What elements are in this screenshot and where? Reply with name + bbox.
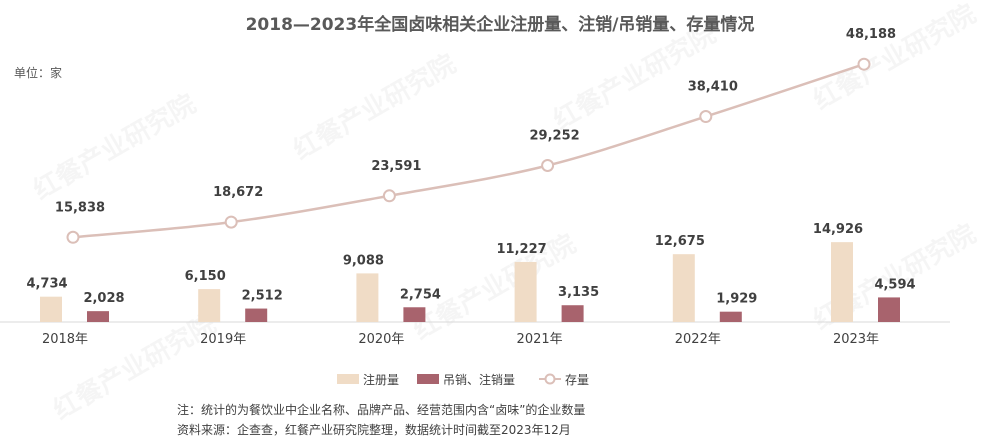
source-text: 资料来源：企查查，红餐产业研究院整理，数据统计时间截至2023年12月 — [177, 422, 571, 437]
data-label-stock: 48,188 — [846, 27, 896, 42]
data-label-stock: 29,252 — [530, 129, 580, 144]
bar-registrations — [831, 242, 853, 322]
x-tick-label: 2021年 — [517, 332, 563, 347]
legend-swatch-registrations — [337, 374, 359, 384]
legend-swatch-cancellations — [417, 374, 439, 384]
stock-point — [224, 215, 238, 229]
bar-registrations — [514, 261, 537, 322]
watermark-text: 红餐产业研究院 — [288, 48, 461, 166]
chart-marks: 4,734 2,028 2018年 6,150 2,512 2019年 9,088 2,754… — [26, 27, 915, 347]
data-label-stock: 23,591 — [371, 159, 421, 174]
bar-registrations — [356, 273, 379, 322]
x-tick-label: 2022年 — [675, 332, 721, 347]
bar-cancellations — [878, 297, 900, 322]
unit-label: 单位：家 — [14, 65, 62, 80]
data-label-cancellations: 1,929 — [716, 292, 757, 307]
stock-point — [66, 230, 80, 244]
bar-cancellations — [403, 307, 426, 322]
stock-point — [541, 159, 555, 173]
data-label-registrations: 14,926 — [813, 222, 863, 237]
data-label-registrations: 4,734 — [26, 277, 67, 292]
data-label-cancellations: 2,028 — [83, 291, 124, 306]
stock-point — [699, 110, 713, 124]
data-label-registrations: 9,088 — [343, 253, 384, 268]
data-label-cancellations: 4,594 — [874, 277, 915, 292]
note-text: 注：统计的为餐饮业中企业名称、品牌产品、经营范围内含“卤味”的企业数量 — [177, 402, 585, 417]
data-label-registrations: 6,150 — [185, 269, 226, 284]
legend: 注册量 吊销、注销量 存量 — [337, 372, 589, 387]
x-tick-label: 2023年 — [833, 332, 879, 347]
data-label-cancellations: 2,754 — [400, 287, 441, 302]
bar-cancellations — [561, 305, 584, 322]
data-label-cancellations: 3,135 — [558, 285, 599, 300]
watermark-layer: 红餐产业研究院红餐产业研究院红餐产业研究院红餐产业研究院红餐产业研究院红餐产业研… — [28, 0, 981, 426]
bar-cancellations — [719, 311, 742, 322]
data-label-registrations: 12,675 — [655, 234, 705, 249]
legend-label-cancellations: 吊销、注销量 — [443, 372, 515, 387]
legend-label-registrations: 注册量 — [363, 372, 399, 387]
bar-cancellations — [245, 308, 268, 322]
data-label-cancellations: 2,512 — [242, 289, 283, 304]
bar-registrations — [198, 289, 221, 322]
stock-line — [72, 63, 865, 239]
watermark-text: 红餐产业研究院 — [548, 18, 721, 136]
chart-title: 2018—2023年全国卤味相关企业注册量、注销/吊销量、存量情况 — [246, 14, 755, 35]
data-label-stock: 18,672 — [213, 185, 263, 200]
legend-marker-stock — [544, 373, 556, 385]
bar-registrations — [672, 254, 695, 322]
stock-point — [857, 57, 871, 71]
watermark-text: 红餐产业研究院 — [28, 88, 201, 206]
x-tick-label: 2018年 — [42, 332, 88, 347]
bar-registrations — [40, 296, 62, 322]
x-tick-label: 2019年 — [200, 332, 246, 347]
watermark-text: 红餐产业研究院 — [808, 0, 981, 116]
legend-label-stock: 存量 — [565, 373, 589, 387]
stock-point — [382, 189, 396, 203]
bar-cancellations — [87, 311, 109, 322]
data-label-registrations: 11,227 — [497, 242, 547, 257]
data-label-stock: 15,838 — [55, 200, 105, 215]
data-label-stock: 38,410 — [688, 80, 738, 95]
x-tick-label: 2020年 — [358, 332, 404, 347]
